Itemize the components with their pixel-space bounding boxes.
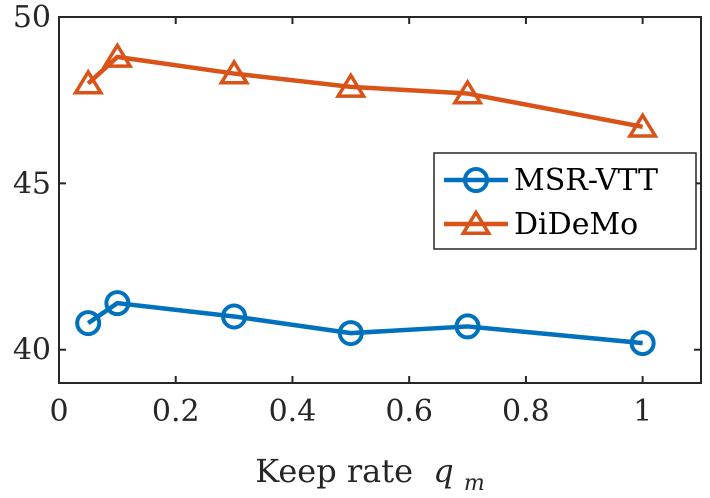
x-tick-label: 0.6 bbox=[385, 394, 433, 429]
legend: MSR-VTT DiDeMo bbox=[434, 153, 696, 249]
x-tick-label: 0.4 bbox=[269, 394, 317, 429]
series-line bbox=[88, 57, 642, 127]
y-tick-label: 45 bbox=[13, 166, 51, 201]
x-tick-label: 1 bbox=[633, 394, 652, 429]
x-tick-label: 0.8 bbox=[502, 394, 550, 429]
legend-item: MSR-VTT bbox=[444, 163, 658, 198]
x-axis-label-text: Keep rate bbox=[255, 452, 413, 490]
series-msr-vtt bbox=[77, 292, 653, 354]
legend-label: DiDeMo bbox=[514, 207, 638, 242]
legend-label: MSR-VTT bbox=[514, 163, 658, 198]
y-tick-label: 50 bbox=[13, 0, 51, 35]
y-tick-label: 40 bbox=[13, 333, 51, 368]
x-axis-label-subscript: m bbox=[464, 471, 485, 496]
x-tick-label: 0.2 bbox=[152, 394, 200, 429]
series-didemo bbox=[75, 45, 655, 136]
x-tick-label: 0 bbox=[49, 394, 68, 429]
x-axis-label: Keep rate q m bbox=[255, 452, 484, 496]
series-line bbox=[88, 303, 642, 343]
x-axis-label-symbol: q bbox=[433, 452, 453, 490]
